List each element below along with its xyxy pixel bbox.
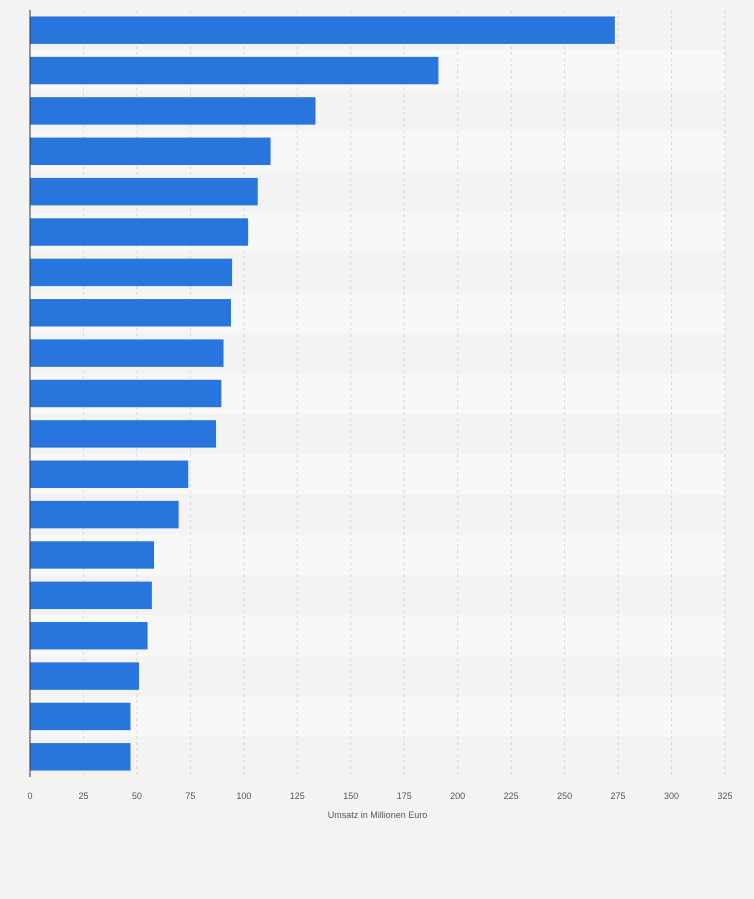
bar [30,97,316,125]
x-tick-label: 150 [343,791,358,801]
bar [30,339,224,367]
bar [30,460,189,488]
bar [30,662,140,690]
x-tick-label: 175 [397,791,412,801]
bar [30,177,258,206]
x-tick-label: 100 [236,791,251,801]
bar [30,621,148,650]
x-tick-label: 125 [290,791,305,801]
bar [30,137,271,166]
row-band [30,696,725,737]
x-tick-label: 25 [78,791,88,801]
x-tick-label: 325 [717,791,732,801]
bar [30,541,155,569]
bar [30,218,249,246]
bar [30,299,232,327]
bar [30,500,179,529]
x-tick-label: 300 [664,791,679,801]
bar [30,743,131,771]
bar [30,258,233,287]
bar [30,56,439,85]
bar [30,420,217,448]
x-tick-label: 50 [132,791,142,801]
x-tick-label: 275 [611,791,626,801]
bar [30,581,152,610]
x-tick-label: 0 [27,791,32,801]
bar [30,379,222,408]
x-axis-title: Umsatz in Millionen Euro [328,810,428,820]
x-tick-label: 250 [557,791,572,801]
bar [30,702,131,731]
bars [30,16,615,771]
x-tick-label: 200 [450,791,465,801]
bar [30,16,615,44]
x-tick-labels: 0 25 50 75 100 125 150 175 200 225 250 275 300 325 [27,791,732,801]
x-tick-label: 225 [504,791,519,801]
x-tick-label: 75 [185,791,195,801]
